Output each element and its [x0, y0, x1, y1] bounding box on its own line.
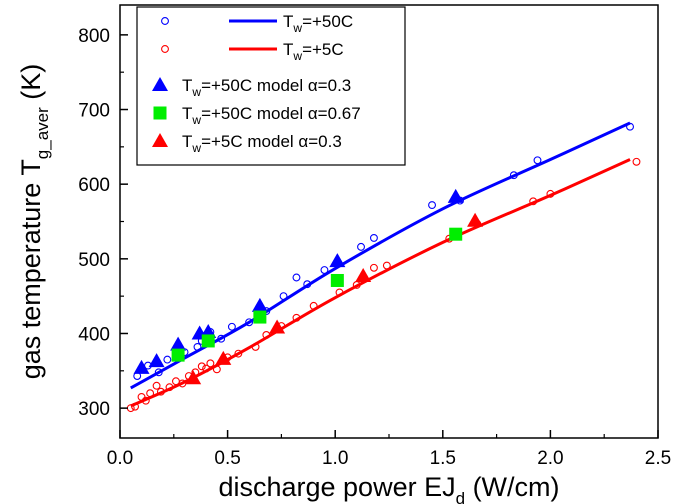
model-point — [170, 336, 187, 351]
model-point — [253, 310, 267, 324]
legend-item: Tw=+50C — [161, 12, 353, 35]
model-point — [148, 353, 165, 368]
legend-label: Tw=+50C — [283, 12, 353, 35]
x-tick-label: 1.0 — [322, 448, 348, 469]
data-point — [227, 322, 236, 331]
model-point — [269, 319, 286, 334]
legend-marker — [152, 77, 168, 91]
legend-label: Tw=+5C — [283, 40, 344, 63]
legend-box — [136, 6, 406, 166]
data-point — [197, 362, 206, 371]
legend-item: Tw=+5C model α=0.3 — [152, 132, 342, 155]
series-tw-50c — [133, 122, 634, 380]
y-axis-label: gas temperature Tg_aver (K) — [16, 64, 52, 380]
fit-line-tw-50c-fit — [130, 121, 631, 390]
series-tw-50c-model-0-3 — [133, 188, 464, 374]
axes-layer: 0.0 0.5 1.0 1.5 2.0 2.5 300 400 500 600 700 800 — [78, 26, 671, 469]
data-point — [245, 318, 254, 327]
series-tw-5c-model-0-3 — [185, 212, 484, 385]
legend-marker — [161, 45, 169, 53]
y-tick-label: 400 — [78, 324, 110, 345]
data-point — [357, 242, 365, 251]
data-point — [154, 368, 163, 377]
model-point — [171, 348, 185, 362]
model-point — [467, 212, 484, 227]
model-point — [201, 334, 215, 348]
series-layer — [126, 121, 641, 413]
data-point — [369, 263, 378, 272]
x-tick-label: 2.0 — [537, 448, 563, 469]
legend-label: Tw=+50C model α=0.67 — [182, 104, 361, 127]
fit-line-tw-5c-fit — [130, 158, 631, 408]
x-tick-label: 1.5 — [430, 448, 456, 469]
model-point — [355, 267, 372, 282]
legend-label: Tw=+5C model α=0.3 — [182, 132, 342, 155]
x-tick-label: 0.5 — [214, 448, 240, 469]
model-point — [449, 227, 463, 241]
model-point — [251, 297, 268, 312]
x-tick-label: 0.0 — [107, 448, 133, 469]
y-tick-label: 600 — [78, 175, 110, 196]
legend-marker — [161, 17, 169, 25]
legend-item: Tw=+50C model α=0.67 — [153, 104, 361, 127]
legend-marker — [152, 133, 168, 147]
legend-label: Tw=+50C model α=0.3 — [182, 76, 351, 99]
data-point — [428, 201, 436, 210]
legend-marker — [153, 106, 167, 120]
model-point — [330, 273, 344, 287]
y-tick-label: 700 — [78, 101, 110, 122]
legend: Tw=+50C Tw=+5C Tw=+50C model α=0.3 Tw=+50C … — [136, 6, 406, 166]
legend-item: Tw=+5C — [161, 40, 344, 63]
data-point — [163, 355, 172, 364]
series-tw-50c-model-0-67 — [171, 227, 463, 362]
x-tick-label: 2.5 — [645, 448, 671, 469]
legend-item: Tw=+50C model α=0.3 — [152, 76, 351, 99]
x-axis-label: discharge power EJd (W/cm) — [218, 472, 559, 504]
data-point — [369, 233, 378, 242]
data-point — [632, 157, 641, 166]
model-point — [329, 253, 346, 268]
model-point — [133, 359, 150, 374]
model-point — [447, 188, 464, 203]
y-tick-label: 500 — [78, 250, 110, 271]
data-point — [206, 359, 215, 368]
data-point — [152, 381, 161, 390]
data-point — [292, 273, 301, 282]
data-point — [533, 156, 542, 165]
y-tick-label: 300 — [78, 399, 110, 420]
data-point — [234, 349, 243, 358]
model-point — [215, 350, 232, 365]
y-tick-label: 800 — [78, 26, 110, 47]
model-point — [185, 370, 202, 385]
